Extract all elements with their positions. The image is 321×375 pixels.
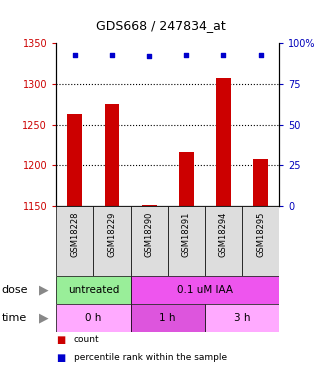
Bar	[56, 276, 131, 304]
Bar	[93, 206, 131, 276]
Text: count: count	[74, 335, 100, 344]
Bar	[105, 104, 119, 206]
Text: GSM18294: GSM18294	[219, 212, 228, 257]
Text: 0 h: 0 h	[85, 313, 101, 323]
Text: 1 h: 1 h	[160, 313, 176, 323]
Bar	[67, 114, 82, 206]
Text: GSM18291: GSM18291	[182, 212, 191, 257]
Point	[184, 51, 189, 57]
Bar	[253, 159, 268, 206]
Text: ■: ■	[56, 335, 65, 345]
Point	[258, 51, 263, 57]
Text: percentile rank within the sample: percentile rank within the sample	[74, 353, 227, 362]
Text: GSM18295: GSM18295	[256, 212, 265, 257]
Text: untreated: untreated	[68, 285, 119, 295]
Text: dose: dose	[2, 285, 28, 295]
Text: ▶: ▶	[39, 283, 48, 296]
Bar	[56, 304, 131, 332]
Text: GDS668 / 247834_at: GDS668 / 247834_at	[96, 19, 225, 32]
Text: GSM18229: GSM18229	[108, 212, 117, 257]
Bar	[205, 206, 242, 276]
Text: ▶: ▶	[39, 311, 48, 324]
Text: ■: ■	[56, 352, 65, 363]
Text: time: time	[2, 313, 27, 323]
Text: GSM18290: GSM18290	[145, 212, 154, 257]
Point	[147, 53, 152, 59]
Text: 3 h: 3 h	[234, 313, 250, 323]
Bar	[131, 304, 205, 332]
Bar	[131, 206, 168, 276]
Point	[109, 51, 115, 57]
Point	[221, 51, 226, 57]
Bar	[205, 304, 279, 332]
Bar	[242, 206, 279, 276]
Bar	[56, 206, 93, 276]
Bar	[142, 205, 157, 206]
Bar	[131, 276, 279, 304]
Bar	[179, 152, 194, 206]
Text: GSM18228: GSM18228	[70, 212, 79, 257]
Bar	[168, 206, 205, 276]
Bar	[216, 78, 231, 206]
Text: 0.1 uM IAA: 0.1 uM IAA	[177, 285, 233, 295]
Point	[72, 51, 77, 57]
